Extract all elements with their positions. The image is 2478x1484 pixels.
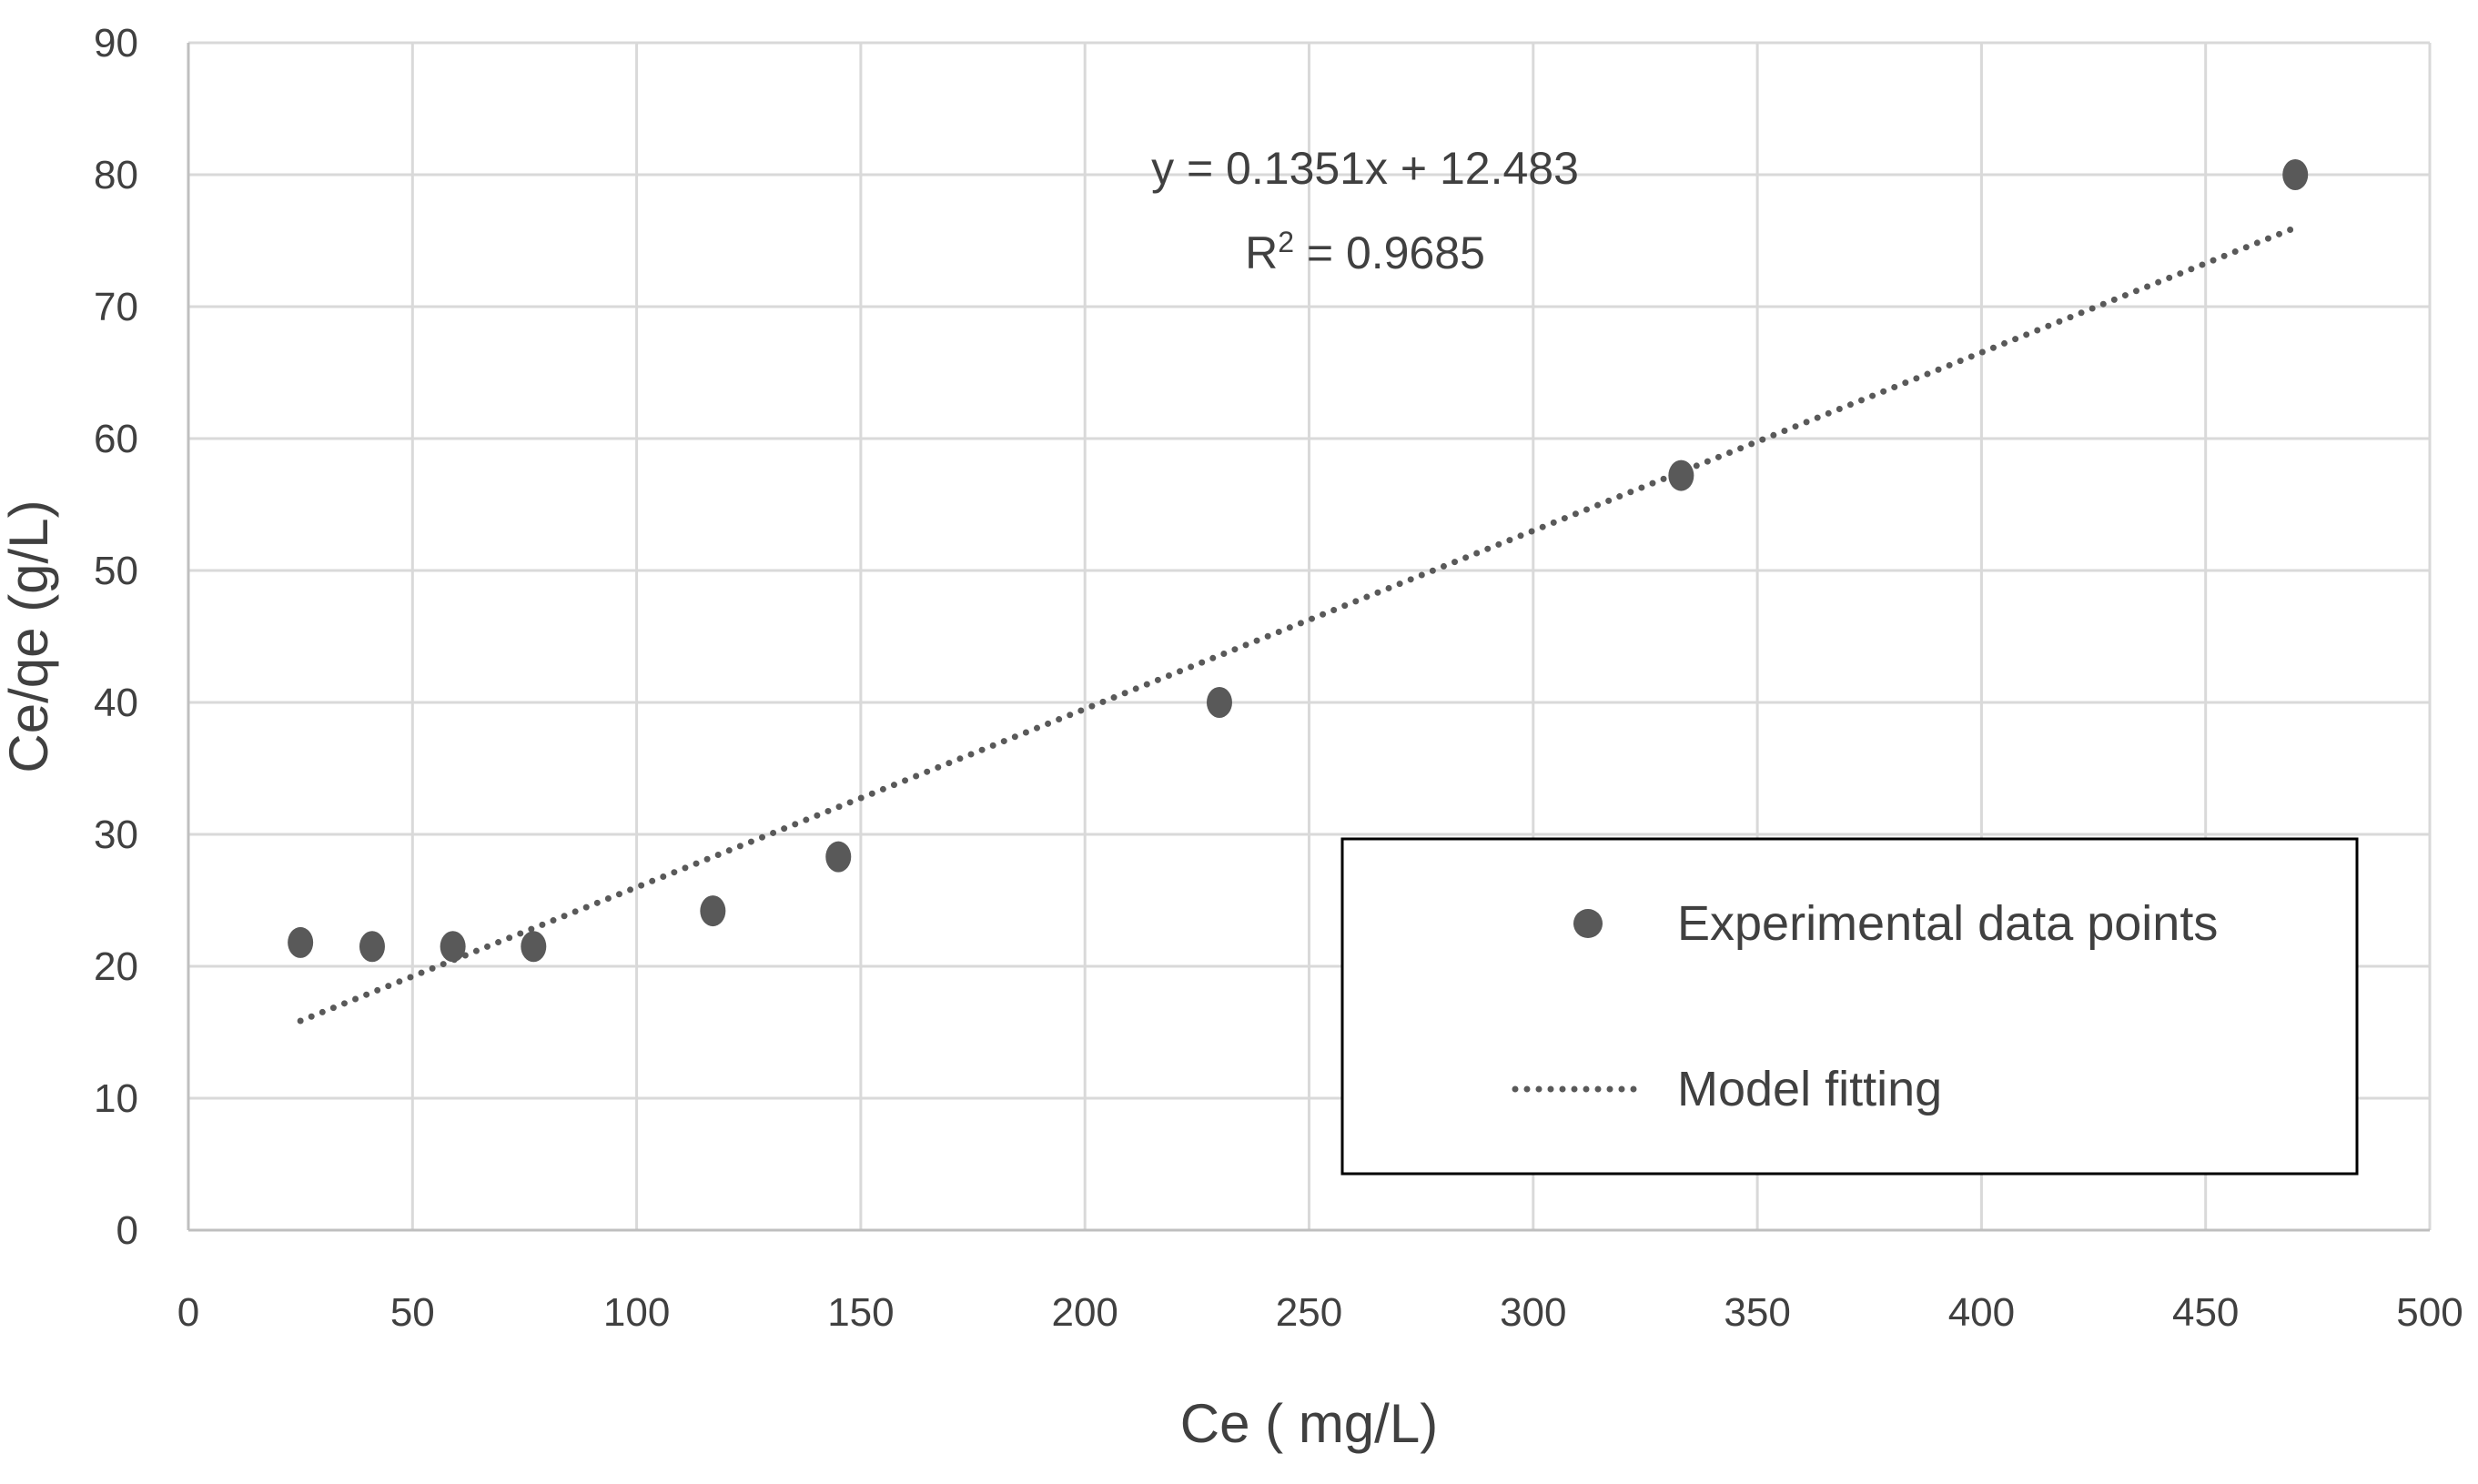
data-point [521,931,547,963]
legend-label-experimental: Experimental data points [1677,896,2218,951]
data-point [288,926,314,958]
data-point [825,841,852,873]
x-tick-label: 350 [1724,1290,1790,1335]
r-squared-superscript: 2 [1278,226,1294,258]
tick-labels: 0 50 100 150 200 250 300 350 400 450 500 0 10 20 30 40 5… [94,21,2463,1335]
x-tick-label: 450 [2172,1290,2239,1335]
legend-marker-experimental [1573,909,1603,938]
r-squared-prefix: R [1245,227,1278,278]
x-tick-label: 300 [1500,1290,1566,1335]
r-squared-label: R2 = 0.9685 [1245,226,1485,278]
r-squared-value: = 0.9685 [1294,227,1485,278]
x-tick-label: 200 [1051,1290,1118,1335]
data-point [1668,459,1694,491]
data-point [440,931,466,963]
data-point [2282,159,2309,190]
y-tick-label: 30 [94,813,138,857]
legend-label-model-fitting: Model fitting [1677,1062,1942,1116]
x-tick-label: 100 [603,1290,670,1335]
y-tick-label: 50 [94,549,138,593]
y-tick-label: 70 [94,285,138,329]
data-point [700,895,726,927]
experimental-data-points [288,159,2309,963]
data-point [359,931,385,963]
y-tick-label: 20 [94,944,138,989]
y-tick-label: 90 [94,21,138,66]
x-tick-label: 400 [1948,1290,2015,1335]
y-tick-label: 0 [116,1208,138,1253]
x-tick-label: 50 [390,1290,435,1335]
x-tick-label: 0 [177,1290,199,1335]
x-tick-label: 150 [827,1290,894,1335]
model-fitting-line-segment [297,224,2299,1025]
data-point [1206,687,1232,718]
legend-box [1340,837,2359,1176]
legend: Experimental data points Model fitting [1340,837,2359,1176]
regression-equation: y = 0.1351x + 12.483 [1151,143,1579,194]
y-tick-label: 60 [94,417,138,461]
x-axis-title: Ce ( mg/L) [1180,1393,1438,1454]
y-tick-label: 80 [94,153,138,197]
y-axis-title: Ce/qe (g/L) [0,500,59,772]
model-fitting-line [297,224,2299,1025]
x-tick-label: 500 [2396,1290,2463,1335]
y-tick-label: 10 [94,1076,138,1121]
y-tick-label: 40 [94,681,138,725]
x-tick-label: 250 [1276,1290,1342,1335]
axes [187,43,2430,1232]
